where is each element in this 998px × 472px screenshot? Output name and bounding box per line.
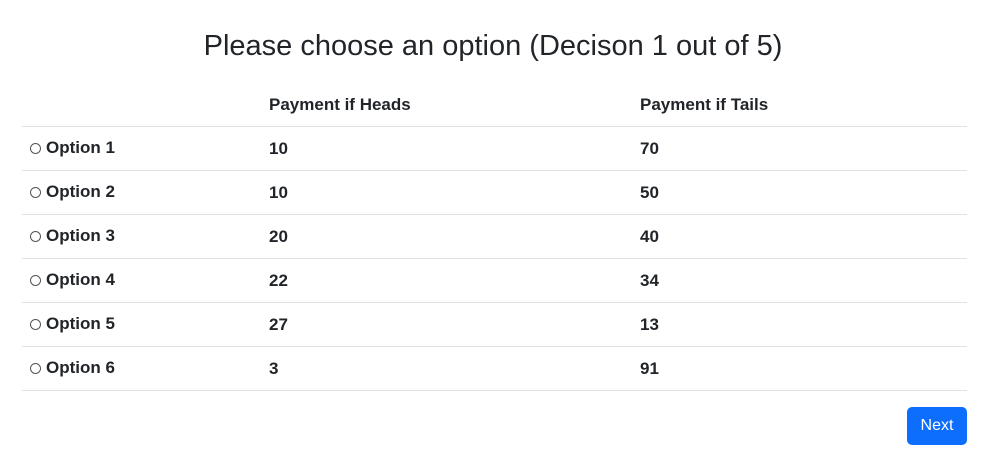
option-label-text: Option 3 bbox=[46, 226, 115, 246]
payment-heads-cell: 27 bbox=[261, 302, 632, 347]
option-cell: Option 5 bbox=[22, 302, 261, 347]
option-6-label[interactable]: Option 6 bbox=[30, 358, 115, 378]
table-row: Option 6 3 91 bbox=[22, 346, 967, 391]
payment-heads-cell: 20 bbox=[261, 214, 632, 259]
option-label-text: Option 4 bbox=[46, 270, 115, 290]
option-cell: Option 4 bbox=[22, 258, 261, 303]
payment-tails-cell: 34 bbox=[632, 258, 967, 303]
payment-tails-cell: 91 bbox=[632, 346, 967, 391]
header-payment-heads: Payment if Heads bbox=[261, 83, 632, 127]
option-3-label[interactable]: Option 3 bbox=[30, 226, 115, 246]
option-cell: Option 2 bbox=[22, 170, 261, 215]
payment-heads-cell: 3 bbox=[261, 346, 632, 391]
table-row: Option 3 20 40 bbox=[22, 214, 967, 259]
option-5-label[interactable]: Option 5 bbox=[30, 314, 115, 334]
table-header-row: Payment if Heads Payment if Tails bbox=[22, 83, 967, 127]
option-3-radio[interactable] bbox=[30, 230, 41, 242]
payment-heads-cell: 22 bbox=[261, 258, 632, 303]
payment-tails-cell: 50 bbox=[632, 170, 967, 215]
option-6-radio[interactable] bbox=[30, 362, 41, 374]
option-cell: Option 6 bbox=[22, 346, 261, 391]
option-label-text: Option 1 bbox=[46, 138, 115, 158]
payment-tails-cell: 70 bbox=[632, 126, 967, 171]
payment-heads-cell: 10 bbox=[261, 170, 632, 215]
options-table: Payment if Heads Payment if Tails Option… bbox=[22, 83, 967, 391]
table-row: Option 1 10 70 bbox=[22, 126, 967, 171]
option-5-radio[interactable] bbox=[30, 318, 41, 330]
option-2-radio[interactable] bbox=[30, 186, 41, 198]
payment-heads-cell: 10 bbox=[261, 126, 632, 171]
header-option bbox=[22, 83, 261, 127]
header-payment-tails: Payment if Tails bbox=[632, 83, 967, 127]
payment-tails-cell: 40 bbox=[632, 214, 967, 259]
table-row: Option 2 10 50 bbox=[22, 170, 967, 215]
option-cell: Option 1 bbox=[22, 126, 261, 171]
table-row: Option 5 27 13 bbox=[22, 302, 967, 347]
option-4-radio[interactable] bbox=[30, 274, 41, 286]
option-label-text: Option 2 bbox=[46, 182, 115, 202]
payment-tails-cell: 13 bbox=[632, 302, 967, 347]
option-cell: Option 3 bbox=[22, 214, 261, 259]
page-title: Please choose an option (Decison 1 out o… bbox=[203, 30, 783, 62]
option-4-label[interactable]: Option 4 bbox=[30, 270, 115, 290]
next-button[interactable]: Next bbox=[907, 407, 967, 445]
option-label-text: Option 6 bbox=[46, 358, 115, 378]
option-1-label[interactable]: Option 1 bbox=[30, 138, 115, 158]
table-row: Option 4 22 34 bbox=[22, 258, 967, 303]
option-1-radio[interactable] bbox=[30, 142, 41, 154]
option-2-label[interactable]: Option 2 bbox=[30, 182, 115, 202]
option-label-text: Option 5 bbox=[46, 314, 115, 334]
